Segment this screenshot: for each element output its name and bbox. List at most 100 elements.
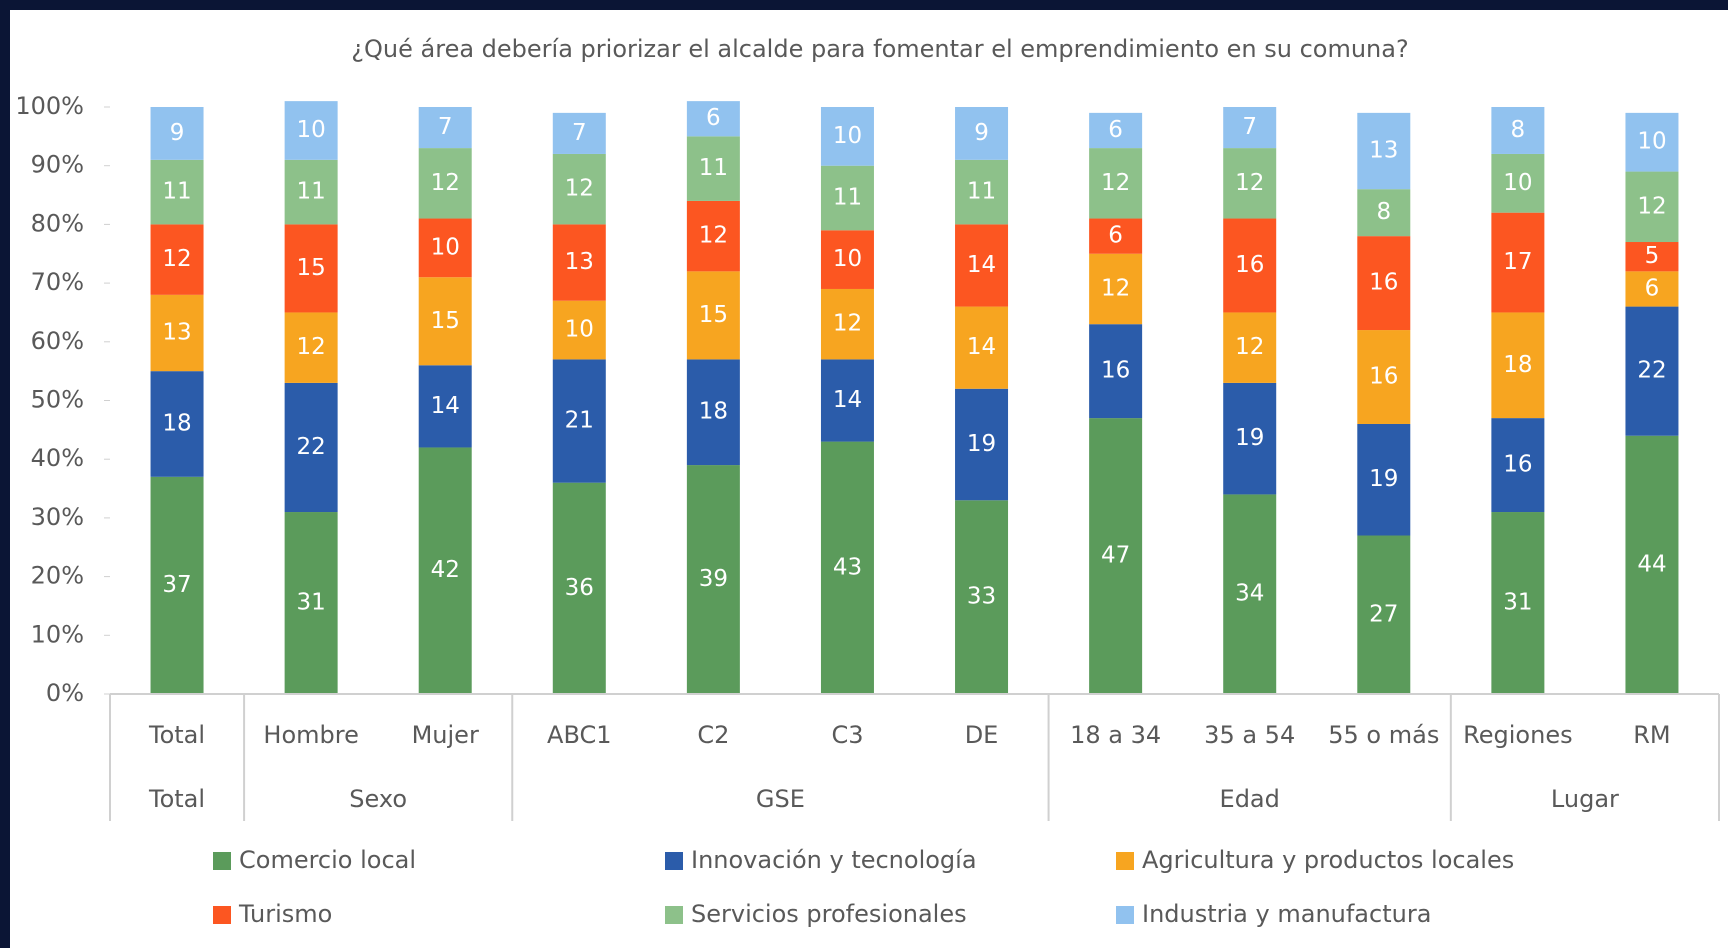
value-label: 15 xyxy=(296,255,325,281)
value-label: 19 xyxy=(967,431,996,457)
value-label: 36 xyxy=(565,575,594,601)
bar-segment xyxy=(150,159,204,225)
x-tick-label: C3 xyxy=(831,721,863,749)
value-label: 11 xyxy=(833,184,862,210)
bar-segment xyxy=(1223,312,1277,383)
value-label: 10 xyxy=(565,317,594,343)
legend-swatch xyxy=(665,906,683,924)
value-label: 14 xyxy=(967,334,996,360)
bar-segment xyxy=(1089,324,1143,419)
x-tick-label: 35 a 54 xyxy=(1204,721,1295,749)
y-tick-label: 20% xyxy=(31,562,84,590)
bar-segment xyxy=(1357,236,1411,331)
bar-segment xyxy=(1223,107,1277,149)
group-label: Lugar xyxy=(1551,785,1619,813)
legend-swatch xyxy=(213,852,231,870)
y-tick-label: 30% xyxy=(31,503,84,531)
value-label: 6 xyxy=(1645,275,1660,301)
value-label: 37 xyxy=(162,572,191,598)
bar-segment xyxy=(1357,189,1411,237)
y-tick-label: 80% xyxy=(31,209,84,237)
bar-segment xyxy=(1625,171,1679,243)
value-label: 43 xyxy=(833,554,862,580)
value-label: 10 xyxy=(833,123,862,149)
value-label: 10 xyxy=(431,234,460,260)
bar-segment xyxy=(955,500,1009,694)
bar-segment xyxy=(686,101,740,137)
bar-segment xyxy=(820,230,874,289)
value-label: 15 xyxy=(431,308,460,334)
value-label: 8 xyxy=(1376,199,1391,225)
bar-segment xyxy=(150,294,204,372)
value-label: 15 xyxy=(699,302,728,328)
legend-label: Agricultura y productos locales xyxy=(1142,846,1514,874)
value-label: 11 xyxy=(296,179,325,205)
x-tick-label: 18 a 34 xyxy=(1070,721,1161,749)
value-label: 14 xyxy=(833,387,862,413)
bar-segment xyxy=(686,359,740,466)
value-label: 13 xyxy=(162,319,191,345)
value-label: 10 xyxy=(833,246,862,272)
bar-segment xyxy=(1357,535,1411,694)
bar-segment xyxy=(552,224,606,301)
value-label: 11 xyxy=(162,179,191,205)
group-label: Total xyxy=(148,785,205,813)
value-label: 5 xyxy=(1645,243,1660,269)
y-tick-label: 50% xyxy=(31,386,84,414)
value-label: 13 xyxy=(1369,138,1398,164)
legend-label: Comercio local xyxy=(239,846,416,874)
legend-label: Turismo xyxy=(238,900,332,928)
bar-segment xyxy=(552,300,606,360)
bar-segment xyxy=(418,447,472,694)
bar-segment xyxy=(686,271,740,360)
x-tick-label: RM xyxy=(1633,721,1670,749)
value-label: 12 xyxy=(1637,193,1666,219)
value-label: 12 xyxy=(1101,275,1130,301)
value-label: 10 xyxy=(1637,129,1666,155)
bar-segment xyxy=(418,277,472,366)
y-tick-label: 90% xyxy=(31,151,84,179)
legend-label: Innovación y tecnología xyxy=(691,846,977,874)
bar-segment xyxy=(1089,112,1143,149)
bar-segment xyxy=(1491,153,1545,213)
value-label: 7 xyxy=(1242,114,1257,140)
bar-segment xyxy=(820,288,874,360)
bar-segment xyxy=(955,224,1009,307)
value-label: 44 xyxy=(1637,551,1666,577)
value-label: 6 xyxy=(1108,223,1123,249)
bar-segment xyxy=(1089,253,1143,325)
bar-segment xyxy=(820,165,874,231)
bar-segment xyxy=(1625,112,1679,172)
bar-segment xyxy=(820,107,874,166)
bar-segment xyxy=(284,159,338,225)
bar-segment xyxy=(955,159,1009,225)
value-label: 12 xyxy=(296,334,325,360)
value-label: 16 xyxy=(1369,364,1398,390)
value-label: 17 xyxy=(1503,249,1532,275)
bar-segment xyxy=(150,371,204,477)
bar-segment xyxy=(418,365,472,448)
y-tick-label: 40% xyxy=(31,444,84,472)
value-label: 12 xyxy=(1235,334,1264,360)
legend-label: Industria y manufactura xyxy=(1142,900,1431,928)
legend-swatch xyxy=(1116,906,1134,924)
bar-segment xyxy=(1089,148,1143,219)
chart-title: ¿Qué área debería priorizar el alcalde p… xyxy=(351,35,1408,63)
y-tick-label: 0% xyxy=(46,679,84,707)
legend-swatch xyxy=(1116,852,1134,870)
bar-segment xyxy=(1625,242,1679,272)
bar-segment xyxy=(1223,218,1277,313)
bar-segment xyxy=(552,153,606,225)
bar-segment xyxy=(150,107,204,160)
value-label: 21 xyxy=(565,408,594,434)
bar-segment xyxy=(552,482,606,694)
bar-segment xyxy=(686,465,740,694)
value-label: 39 xyxy=(699,566,728,592)
value-label: 6 xyxy=(1108,117,1123,143)
y-tick-label: 70% xyxy=(31,268,84,296)
value-label: 34 xyxy=(1235,581,1264,607)
value-label: 11 xyxy=(967,179,996,205)
value-label: 19 xyxy=(1369,466,1398,492)
legend-label: Servicios profesionales xyxy=(691,900,967,928)
